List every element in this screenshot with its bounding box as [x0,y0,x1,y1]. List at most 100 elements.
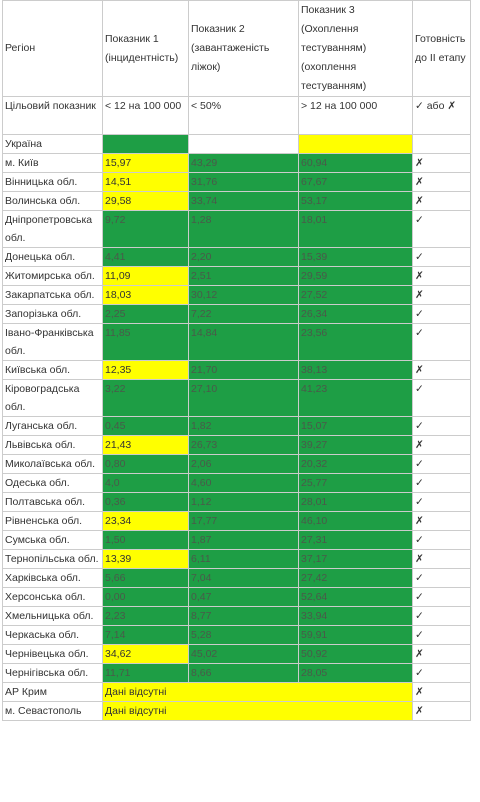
value-cell: 50,92 [298,644,413,664]
value-cell: 33,74 [188,191,299,211]
value-cell: 21,70 [188,360,299,380]
region-cell: Запорізька обл. [2,304,103,324]
table-row: Рівненська обл. 23,34 17,77 46,10 ✗ [2,511,471,531]
value-cell: 33,94 [298,606,413,626]
value-cell: 11,09 [102,266,189,286]
value-cell: 31,76 [188,172,299,192]
value-cell: 27,42 [298,568,413,588]
value-cell: 6,11 [188,549,299,569]
table-row: Кіровоградська обл. 3,22 27,10 41,23 ✓ [2,379,471,417]
region-cell: Вінницька обл. [2,172,103,192]
region-cell: Київська обл. [2,360,103,380]
region-cell: Чернівецька обл. [2,644,103,664]
region-cell: Тернопільська обл. [2,549,103,569]
value-cell: 21,43 [102,435,189,455]
table-row: м. Київ 15,97 43,29 60,94 ✗ [2,153,471,173]
value-cell: 26,73 [188,435,299,455]
value-cell: 25,77 [298,473,413,493]
value-cell: 34,62 [102,644,189,664]
value-cell: 1,28 [188,210,299,248]
table-row: Сумська обл. 1,50 1,87 27,31 ✓ [2,530,471,550]
header-cell: Показник 2 (завантаженість ліжок) [188,0,299,97]
value-cell: ✗ [412,153,471,173]
value-cell [298,134,413,154]
region-cell: Львівська обл. [2,435,103,455]
value-cell: 20,32 [298,454,413,474]
table-row: АР Крим Дані відсутні ✗ [2,682,471,702]
region-cell: Кіровоградська обл. [2,379,103,417]
value-cell: 59,91 [298,625,413,645]
header-cell: Готовність до II етапу [412,0,471,97]
value-cell: ✗ [412,549,471,569]
region-cell: Цільовий показник [2,96,103,135]
value-cell: ✗ [412,285,471,305]
value-cell: ✓ [412,210,471,248]
region-cell: Херсонська обл. [2,587,103,607]
value-cell: 52,64 [298,587,413,607]
table-row: Волинська обл. 29,58 33,74 53,17 ✗ [2,191,471,211]
value-cell: 4,60 [188,473,299,493]
value-cell [102,134,189,154]
value-cell: 11,71 [102,663,189,683]
value-cell: 28,01 [298,492,413,512]
table-row: Цільовий показник < 12 на 100 000 < 50% > 1… [2,96,471,135]
value-cell: 1,87 [188,530,299,550]
value-cell: 45,02 [188,644,299,664]
value-cell: < 12 на 100 000 [102,96,189,135]
region-cell: м. Київ [2,153,103,173]
table-row: Черкаська обл. 7,14 5,28 59,91 ✓ [2,625,471,645]
value-cell: 0,47 [188,587,299,607]
value-cell: 38,13 [298,360,413,380]
value-cell: ✓ [412,416,471,436]
value-cell: 14,84 [188,323,299,361]
region-cell: Харківська обл. [2,568,103,588]
table-row: Полтавська обл. 0,36 1,12 28,01 ✓ [2,492,471,512]
region-cell: Миколаївська обл. [2,454,103,474]
header-row: Регіон Показник 1 (інцидентність) Показник… [2,0,471,97]
value-cell: > 12 на 100 000 [298,96,413,135]
table-row: Луганська обл. 0,45 1,82 15,07 ✓ [2,416,471,436]
value-cell: 28,05 [298,663,413,683]
region-cell: м. Севастополь [2,701,103,721]
value-cell: 3,22 [102,379,189,417]
value-cell: 18,03 [102,285,189,305]
value-cell: ✗ [412,360,471,380]
value-cell: Дані відсутні [102,682,413,702]
value-cell: 7,04 [188,568,299,588]
value-cell: 23,34 [102,511,189,531]
region-cell: Івано-Франківська обл. [2,323,103,361]
table-row: Дніпропетровська обл. 9,72 1,28 18,01 ✓ [2,210,471,248]
value-cell: ✓ [412,454,471,474]
table-row: м. Севастополь Дані відсутні ✗ [2,701,471,721]
region-cell: Сумська обл. [2,530,103,550]
value-cell: 29,59 [298,266,413,286]
value-cell: 17,77 [188,511,299,531]
value-cell: 13,39 [102,549,189,569]
value-cell: 29,58 [102,191,189,211]
value-cell: ✗ [412,682,471,702]
table-row: Херсонська обл. 0,00 0,47 52,64 ✓ [2,587,471,607]
value-cell: ✓ [412,663,471,683]
value-cell: 8,66 [188,663,299,683]
value-cell: ✓ [412,304,471,324]
value-cell: 8,77 [188,606,299,626]
table-row: Донецька обл. 4,41 2,20 15,39 ✓ [2,247,471,267]
value-cell: ✓ [412,323,471,361]
value-cell: 4,41 [102,247,189,267]
value-cell: 2,06 [188,454,299,474]
value-cell: 2,20 [188,247,299,267]
value-cell: 27,31 [298,530,413,550]
value-cell: 18,01 [298,210,413,248]
value-cell: < 50% [188,96,299,135]
value-cell: 46,10 [298,511,413,531]
value-cell: ✗ [412,511,471,531]
value-cell: 7,14 [102,625,189,645]
value-cell: ✓ [412,247,471,267]
header-cell: Показник 1 (інцидентність) [102,0,189,97]
value-cell: 27,52 [298,285,413,305]
table-row: Тернопільська обл. 13,39 6,11 37,17 ✗ [2,549,471,569]
value-cell: ✓ [412,379,471,417]
value-cell: 41,23 [298,379,413,417]
value-cell: 30,12 [188,285,299,305]
